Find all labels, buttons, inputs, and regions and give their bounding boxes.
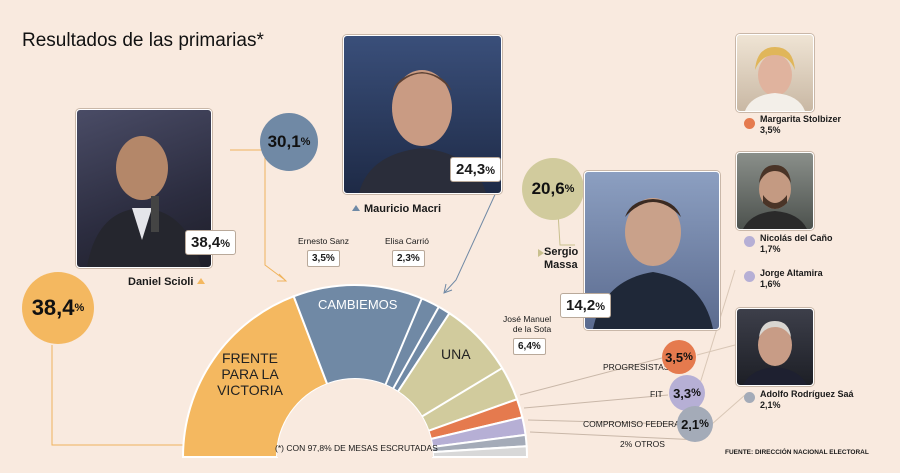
stolbizer-label: Margarita Stolbizer 3,5% [760, 114, 842, 135]
fpv-party-pct: 38,4 [31, 295, 75, 320]
una-party-pct-circle: 20,6% [522, 158, 584, 220]
triangle-icon [538, 249, 548, 257]
saa-label: Adolfo Rodríguez Saá 2,1% [760, 389, 854, 410]
massa-name: Sergio Massa [538, 246, 578, 272]
compromiso-dot-icon [744, 392, 755, 403]
pct-sign: % [74, 302, 85, 314]
sanz-name: Ernesto Sanz [298, 236, 350, 246]
sub-divider-ernesto-sanz [392, 306, 440, 390]
triangle-icon [352, 205, 360, 211]
carrio-pct: 2,3% [392, 250, 425, 267]
semicircle-chart [181, 284, 529, 458]
sub-divider-mauricio-macri [384, 298, 423, 386]
fit-dot-icon-1 [744, 236, 755, 247]
sanz-pct: 3,5% [307, 250, 340, 267]
stolbizer-photo [736, 34, 814, 112]
fit-pct-circle: 3,3% [669, 375, 705, 411]
delcano-silhouette-icon [743, 165, 807, 229]
cambiemos-party-pct-circle: 30,1% [260, 113, 318, 171]
compromiso-pct-circle: 2,1% [677, 406, 713, 442]
delasota-name: José Manuel de la Sota [503, 314, 552, 334]
label-cambiemos: CAMBIEMOS [318, 297, 398, 312]
massa-pct: 14,2% [560, 293, 611, 318]
stolbizer-silhouette-icon [745, 47, 805, 111]
carrio-name: Elisa Carrió [385, 236, 429, 246]
saa-silhouette-icon [743, 321, 807, 385]
source-note: FUENTE: DIRECCIÓN NACIONAL ELECTORAL [725, 449, 869, 456]
triangle-icon [197, 278, 206, 284]
altamira-label: Jorge Altamira 1,6% [760, 268, 823, 289]
fpv-party-pct-circle: 38,4% [22, 272, 94, 344]
label-una: UNA [441, 346, 471, 362]
fit-dot-icon-2 [744, 271, 755, 282]
label-progresistas: PROGRESISTAS [603, 362, 670, 372]
label-fpv: FRENTE PARA LA VICTORIA [217, 350, 283, 398]
macri-name: Mauricio Macri [352, 203, 441, 215]
scioli-pct: 38,4% [185, 230, 236, 255]
delcano-label: Nicolás del Caño 1,7% [760, 233, 833, 254]
chart-hole [277, 379, 433, 457]
page-title: Resultados de las primarias* [22, 30, 264, 51]
massa-silhouette-icon [593, 198, 713, 329]
saa-photo [736, 308, 814, 386]
sub-divider-sergio-massa [421, 367, 503, 418]
label-otros: 2% OTROS [620, 439, 665, 449]
label-fit: FIT [650, 389, 663, 399]
label-compromiso: COMPROMISO FEDERAL [583, 419, 685, 429]
delcano-photo [736, 152, 814, 230]
scioli-silhouette-icon [87, 136, 201, 267]
delasota-pct: 6,4% [513, 338, 546, 355]
footnote: (*) CON 97,8% DE MESAS ESCRUTADAS [275, 443, 438, 453]
progresistas-pct-circle: 3,5% [662, 340, 696, 374]
progresistas-dot-icon [744, 118, 755, 129]
macri-pct: 24,3% [450, 157, 501, 182]
scioli-name: Daniel Scioli [128, 276, 206, 288]
